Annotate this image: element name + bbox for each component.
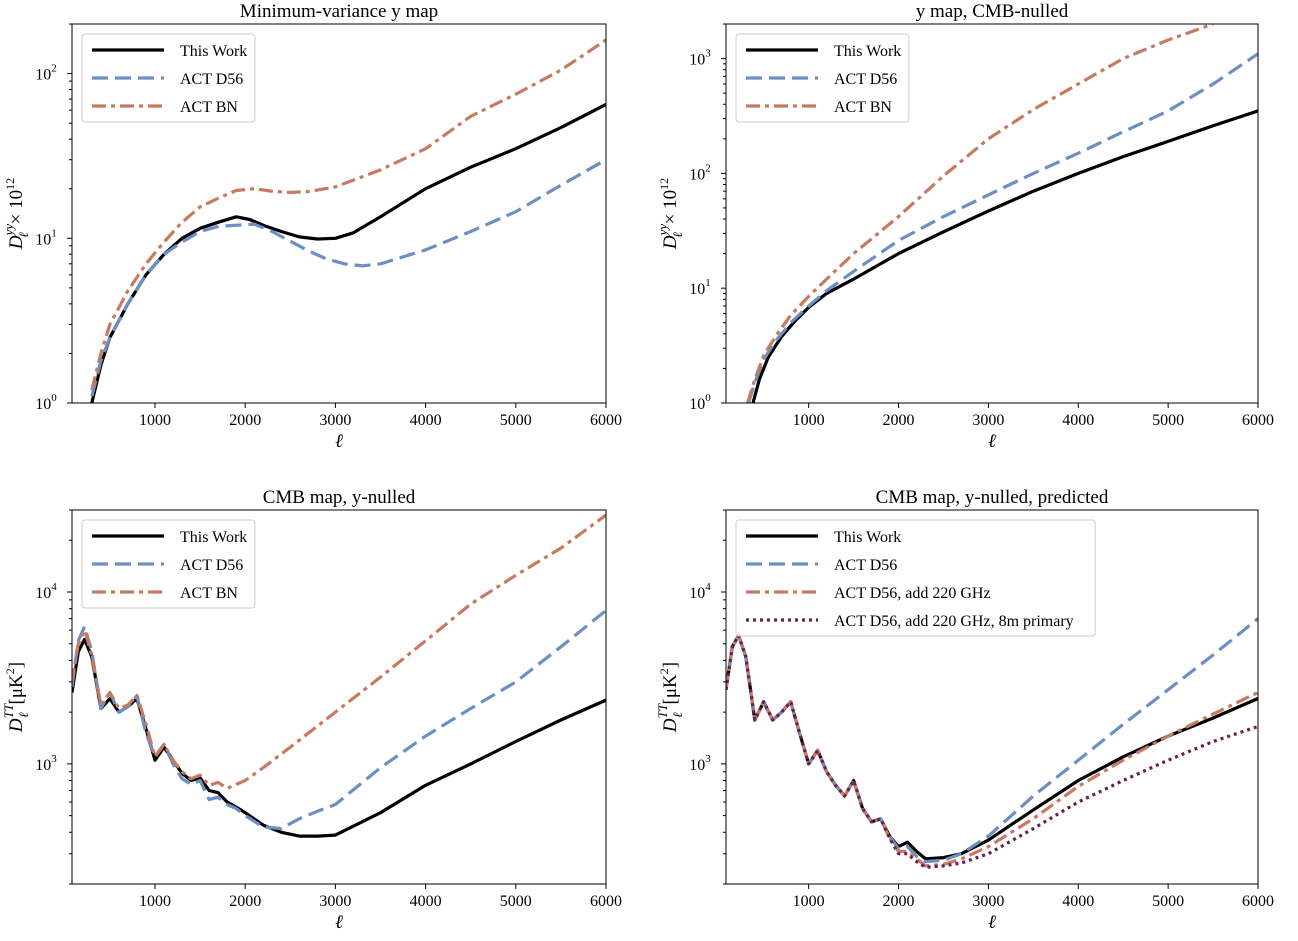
y-axis-label: DTTℓ[μK2]: [1, 662, 31, 733]
y-tick-label: 103: [689, 753, 711, 774]
x-tick-label: 2000: [883, 893, 915, 910]
plot-frame: [71, 509, 607, 885]
x-tick-label: 6000: [590, 412, 622, 429]
x-tick-label: 2000: [229, 412, 261, 429]
x-axis-label: ℓ: [335, 912, 343, 933]
legend-label: This Work: [834, 529, 901, 546]
y-tick-label: 103: [35, 753, 57, 774]
chart-title: CMB map, y-nulled, predicted: [876, 487, 1109, 508]
chart-title: y map, CMB-nulled: [916, 1, 1069, 22]
x-tick-label: 3000: [972, 893, 1004, 910]
x-axis-label: ℓ: [988, 912, 996, 933]
x-tick-label: 2000: [883, 412, 915, 429]
plot-frame: [725, 23, 1259, 404]
series-line-this-work: [72, 637, 606, 838]
legend-label: This Work: [834, 43, 901, 60]
x-axis-label: ℓ: [335, 431, 343, 452]
x-tick-label: 5000: [500, 893, 532, 910]
series-line-this-work: [90, 102, 606, 403]
chart-title: Minimum-variance y map: [240, 1, 438, 22]
legend-label: This Work: [180, 43, 247, 60]
x-tick-label: 6000: [1242, 412, 1274, 429]
x-tick-label: 4000: [1062, 893, 1094, 910]
legend-label: ACT BN: [180, 99, 238, 116]
chart-panel-3: CMB map, y-nulled 1000 2000 3000 4000 5000 600…: [1, 487, 622, 933]
legend: [735, 33, 910, 123]
y-tick-label: 103: [689, 48, 711, 69]
legend-label: ACT D56: [180, 557, 243, 574]
y-tick-label: 100: [689, 392, 711, 413]
y-tick-label: 100: [35, 392, 57, 413]
x-tick-label: 5000: [1152, 893, 1184, 910]
y-tick-label: 101: [35, 227, 57, 248]
series-line-act-d56: [90, 158, 606, 397]
y-axis-label: Dyyℓ× 1012: [1, 178, 31, 250]
legend-label: ACT D56, add 220 GHz, 8m primary: [834, 613, 1074, 630]
x-tick-label: 5000: [1152, 412, 1184, 429]
series-line-act-bn: [746, 24, 1214, 403]
chart-panel-4: CMB map, y-nulled, predicted 1000 2000 3000…: [655, 487, 1274, 933]
legend: [81, 519, 256, 609]
y-tick-label: 102: [689, 162, 711, 183]
chart-panel-1: Minimum-variance y map 1000 2000 3000 4000 50…: [1, 1, 622, 452]
x-tick-label: 6000: [590, 893, 622, 910]
series-line-this-work: [751, 109, 1258, 403]
plot-frame: [71, 23, 607, 404]
y-tick-label: 101: [689, 277, 711, 298]
y-axis-label: Dyyℓ× 1012: [655, 178, 685, 250]
legend-label: ACT D56: [834, 557, 897, 574]
legend-label: ACT D56: [834, 71, 897, 88]
x-tick-label: 1000: [793, 412, 825, 429]
x-tick-label: 6000: [1242, 893, 1274, 910]
legend-label: ACT D56, add 220 GHz: [834, 585, 991, 602]
x-tick-label: 1000: [793, 893, 825, 910]
legend-label: This Work: [180, 529, 247, 546]
legend: [81, 33, 256, 123]
series-line-act-d56: [746, 52, 1258, 403]
x-tick-label: 1000: [139, 412, 171, 429]
x-tick-label: 4000: [1062, 412, 1094, 429]
x-tick-label: 2000: [229, 893, 261, 910]
x-tick-label: 5000: [500, 412, 532, 429]
series-line-act-bn: [72, 513, 606, 791]
y-tick-label: 102: [35, 63, 57, 84]
y-axis-label: DTTℓ[μK2]: [655, 662, 685, 733]
series-line-act-d56-add-220-ghz-8m-primary: [726, 633, 1258, 869]
x-tick-label: 4000: [410, 893, 442, 910]
legend: [735, 519, 1096, 637]
legend-label: ACT BN: [180, 585, 238, 602]
chart-title: CMB map, y-nulled: [263, 487, 416, 508]
series-line-act-bn: [90, 38, 606, 391]
legend-label: ACT BN: [834, 99, 892, 116]
x-tick-label: 3000: [972, 412, 1004, 429]
legend-label: ACT D56: [180, 71, 243, 88]
series-line-act-d56: [72, 609, 606, 831]
x-tick-label: 3000: [319, 412, 351, 429]
chart-panel-2: y map, CMB-nulled 1000 2000 3000 4000 5000 600…: [655, 1, 1274, 452]
x-axis-label: ℓ: [988, 431, 996, 452]
y-tick-label: 104: [35, 581, 57, 602]
series-line-this-work: [726, 633, 1258, 861]
x-tick-label: 3000: [319, 893, 351, 910]
x-tick-label: 4000: [410, 412, 442, 429]
y-tick-label: 104: [689, 581, 711, 602]
x-tick-label: 1000: [139, 893, 171, 910]
plot-frame: [725, 509, 1259, 885]
series-line-act-d56: [726, 617, 1258, 864]
